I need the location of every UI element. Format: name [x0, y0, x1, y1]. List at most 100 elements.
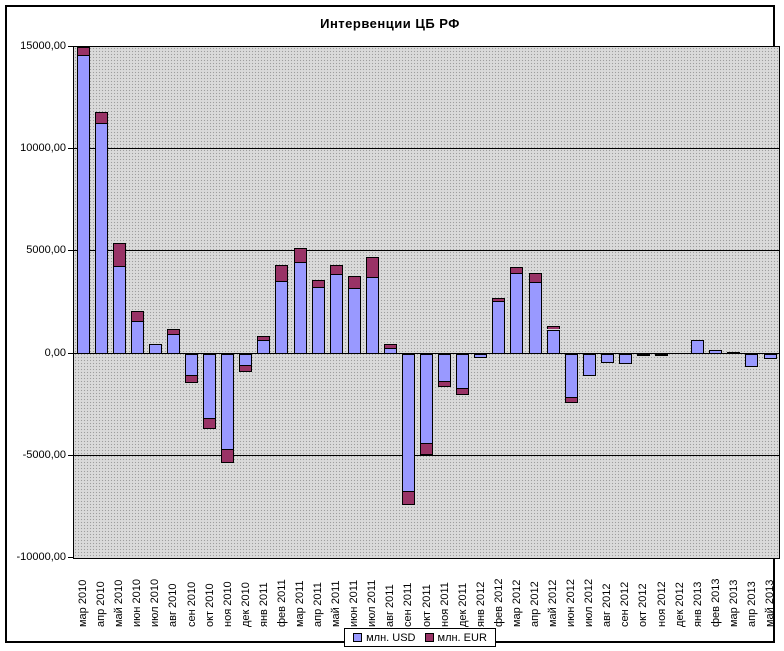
x-tick-label: ноя 2012 — [655, 581, 668, 627]
x-tick-label: фев 2013 — [709, 578, 722, 627]
x-tick-label: янв 2013 — [691, 581, 704, 627]
bar-usd-мар-2010 — [76, 55, 90, 354]
bar-usd-янв-2013 — [691, 340, 705, 354]
bar-eur-июн-2011 — [347, 276, 361, 289]
bar-usd-сен-2012 — [618, 353, 632, 364]
bar-eur-дек-2010 — [239, 365, 253, 372]
bar-usd-авг-2012 — [600, 353, 614, 363]
bar-usd-авг-2010 — [166, 334, 180, 354]
legend-item-usd: млн. USD — [353, 631, 416, 644]
legend-swatch-usd-icon — [353, 633, 363, 642]
bar-usd-окт-2012 — [636, 353, 650, 357]
gridline — [74, 148, 779, 150]
bar-eur-июл-2011 — [365, 256, 379, 277]
x-tick-label: авг 2010 — [167, 583, 180, 627]
bar-usd-ноя-2010 — [221, 353, 235, 451]
bar-usd-фев-2011 — [275, 281, 289, 354]
bar-eur-фев-2011 — [275, 265, 289, 281]
x-tick-label: июл 2012 — [583, 578, 596, 627]
x-tick-label: янв 2012 — [474, 581, 487, 627]
x-tick-label: мар 2010 — [77, 579, 89, 627]
x-tick-label: июн 2012 — [565, 579, 578, 627]
legend-label-eur: млн. EUR — [437, 631, 487, 644]
y-axis-tick — [68, 455, 73, 456]
y-axis-tick — [68, 148, 73, 149]
bar-usd-мар-2011 — [293, 262, 307, 354]
bar-eur-апр-2011 — [311, 280, 325, 288]
bar-usd-июн-2010 — [130, 320, 144, 354]
bar-eur-мар-2010 — [76, 47, 90, 56]
x-tick-label: янв 2011 — [257, 582, 270, 627]
x-tick-label: мар 2011 — [294, 580, 306, 627]
x-tick-label: апр 2012 — [529, 581, 541, 627]
bar-usd-июл-2010 — [148, 344, 162, 354]
bar-eur-июн-2012 — [564, 398, 578, 404]
x-tick-label: сен 2011 — [402, 582, 415, 627]
y-tick-label: 15000,00 — [20, 40, 66, 52]
y-tick-label: 5000,00 — [26, 244, 66, 256]
bar-usd-апр-2013 — [745, 353, 759, 367]
bar-usd-мар-2013 — [727, 351, 741, 354]
x-tick-label: сен 2010 — [185, 581, 198, 627]
x-tick-label: июн 2010 — [131, 579, 144, 627]
x-tick-label: окт 2010 — [203, 583, 216, 627]
bar-usd-ноя-2012 — [655, 353, 668, 357]
y-axis-tick — [68, 557, 73, 558]
bar-usd-апр-2010 — [94, 122, 108, 354]
bar-usd-авг-2011 — [383, 348, 397, 354]
x-tick-label: ноя 2010 — [221, 581, 234, 627]
legend-item-eur: млн. EUR — [424, 631, 487, 644]
bar-usd-май-2010 — [112, 265, 126, 354]
bar-usd-дек-2010 — [239, 353, 253, 366]
legend-label-usd: млн. USD — [366, 631, 416, 644]
x-tick-label: дек 2011 — [456, 582, 469, 627]
x-tick-label: окт 2011 — [420, 584, 433, 627]
bar-usd-май-2011 — [329, 273, 343, 354]
x-tick-label: фев 2011 — [275, 579, 288, 627]
bar-eur-май-2011 — [329, 264, 343, 274]
legend: млн. USD млн. EUR — [344, 628, 496, 647]
x-tick-label: мар 2013 — [727, 579, 740, 627]
x-tick-label: май 2012 — [547, 579, 559, 627]
gridline — [74, 250, 779, 252]
y-tick-label: -5000,00 — [22, 449, 66, 461]
bar-usd-июн-2011 — [347, 288, 361, 354]
bar-usd-окт-2010 — [203, 353, 217, 419]
bar-eur-окт-2011 — [420, 444, 433, 455]
plot-area — [73, 46, 780, 559]
bar-eur-мар-2012 — [510, 267, 524, 274]
y-tick-label: -10000,00 — [16, 551, 66, 563]
bar-eur-фев-2012 — [492, 297, 506, 302]
bar-usd-сен-2010 — [185, 353, 198, 377]
bar-usd-мар-2012 — [510, 273, 524, 354]
bar-usd-фев-2013 — [709, 349, 723, 354]
x-tick-label: май 2011 — [330, 580, 343, 627]
legend-swatch-eur-icon — [424, 633, 434, 642]
bar-eur-сен-2010 — [185, 376, 198, 383]
bar-usd-июл-2011 — [365, 277, 379, 354]
bar-eur-мар-2011 — [293, 248, 307, 263]
bar-eur-дек-2011 — [456, 389, 470, 395]
bar-eur-июн-2010 — [130, 311, 144, 321]
bar-usd-окт-2011 — [420, 353, 433, 445]
x-tick-label: сен 2012 — [619, 581, 632, 627]
y-tick-label: 10000,00 — [20, 142, 66, 154]
x-tick-label: фев 2012 — [492, 578, 505, 627]
x-tick-label: дек 2010 — [239, 582, 252, 627]
x-tick-label: авг 2012 — [601, 583, 614, 627]
chart-frame: Интервенции ЦБ РФ 15000,00 10000,00 5000,0… — [5, 5, 780, 647]
gridline — [74, 352, 779, 354]
bar-usd-янв-2011 — [257, 339, 271, 354]
y-tick-label: 0,00 — [44, 347, 66, 359]
bar-usd-янв-2012 — [474, 353, 488, 359]
bar-eur-апр-2010 — [94, 112, 108, 123]
x-tick-label: апр 2011 — [312, 582, 324, 627]
bar-usd-апр-2012 — [528, 282, 542, 354]
bar-eur-ноя-2011 — [438, 382, 452, 387]
x-tick-label: мар 2012 — [510, 579, 523, 627]
bar-eur-май-2012 — [546, 326, 560, 330]
x-tick-label: дек 2012 — [673, 582, 686, 627]
y-axis-tick — [68, 353, 73, 354]
bar-eur-май-2010 — [112, 243, 126, 266]
